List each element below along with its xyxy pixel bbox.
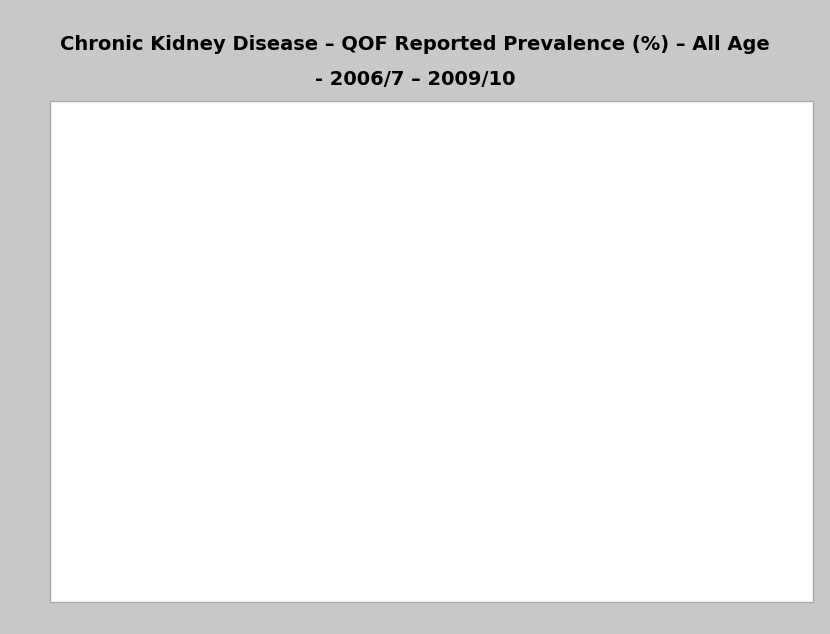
Bar [253, 362, 265, 539]
Bar [327, 203, 339, 539]
Bar [339, 176, 351, 539]
Bar [265, 351, 277, 539]
Bar [364, 319, 376, 539]
Text: - 2006/7 – 2009/10: - 2006/7 – 2009/10 [315, 70, 515, 89]
Bar [203, 245, 216, 539]
Text: Chronic Kidney Disease – QOF Reported Prevalence (%) – All Age: Chronic Kidney Disease – QOF Reported Pr… [60, 35, 770, 54]
Bar [574, 205, 585, 539]
Bar [178, 330, 191, 539]
Bar [401, 215, 413, 539]
Bar [425, 318, 437, 539]
Bar [524, 219, 536, 539]
Bar [277, 347, 290, 539]
Bar [154, 159, 167, 539]
Bar [191, 277, 203, 539]
Bar [216, 232, 228, 539]
Bar [315, 240, 327, 539]
Bar [241, 382, 253, 539]
Bar [561, 235, 574, 539]
Bar [302, 299, 315, 539]
Bar [549, 296, 561, 539]
Bar [450, 255, 462, 539]
Bar [462, 257, 475, 539]
Y-axis label: Prevalence of CKD (%): Prevalence of CKD (%) [53, 262, 66, 403]
Bar [647, 220, 660, 539]
Legend: 2006/7, 2007/8, 2008/9, 2009/10: 2006/7, 2007/8, 2008/9, 2009/10 [628, 249, 724, 337]
Bar [709, 214, 721, 539]
Bar [388, 230, 401, 539]
Bar [684, 250, 696, 539]
Bar [142, 168, 154, 539]
Bar [622, 259, 635, 539]
Bar [500, 258, 511, 539]
Bar [129, 195, 142, 539]
Bar [376, 252, 388, 539]
Bar [671, 300, 684, 539]
Bar [117, 263, 129, 539]
Bar [610, 313, 622, 539]
Bar [585, 195, 598, 539]
Bar [437, 267, 450, 539]
Bar [696, 228, 709, 539]
Bar [511, 236, 524, 539]
Bar [487, 304, 500, 539]
Bar [635, 235, 647, 539]
